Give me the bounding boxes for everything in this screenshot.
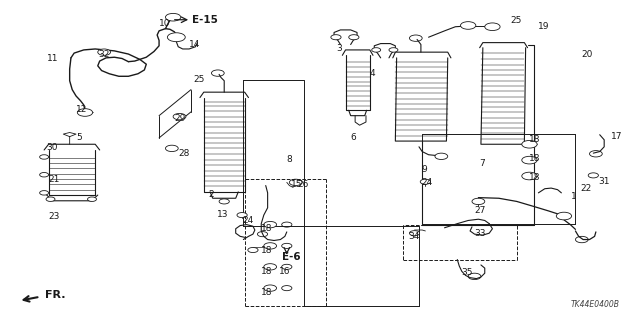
Text: 18: 18 — [529, 174, 540, 182]
Circle shape — [588, 173, 598, 178]
Text: 9: 9 — [421, 165, 427, 174]
Text: 20: 20 — [582, 50, 593, 59]
Circle shape — [349, 35, 359, 40]
Circle shape — [248, 248, 258, 253]
Circle shape — [484, 23, 500, 31]
Text: 21: 21 — [49, 175, 60, 184]
Text: 22: 22 — [580, 184, 591, 193]
Text: 7: 7 — [479, 159, 485, 168]
Circle shape — [88, 197, 97, 201]
Circle shape — [46, 197, 55, 201]
Text: 23: 23 — [49, 211, 60, 220]
Text: 18: 18 — [261, 224, 273, 233]
Text: 8: 8 — [287, 155, 292, 164]
Circle shape — [461, 22, 476, 29]
Text: 1: 1 — [571, 191, 577, 201]
Circle shape — [40, 191, 49, 195]
Circle shape — [264, 221, 276, 228]
Circle shape — [264, 243, 276, 249]
Text: 17: 17 — [611, 132, 622, 141]
Text: 25: 25 — [510, 16, 522, 25]
Circle shape — [472, 198, 484, 204]
Circle shape — [98, 49, 111, 55]
Text: 26: 26 — [298, 180, 309, 189]
Text: 2: 2 — [208, 190, 214, 199]
Circle shape — [264, 264, 276, 270]
Circle shape — [331, 35, 341, 40]
Text: TK44E0400B: TK44E0400B — [571, 300, 620, 309]
Text: 19: 19 — [538, 22, 550, 31]
Circle shape — [77, 109, 93, 116]
Text: 5: 5 — [76, 133, 82, 142]
Text: 25: 25 — [193, 75, 205, 84]
Circle shape — [389, 48, 398, 52]
Circle shape — [556, 212, 572, 220]
Circle shape — [173, 114, 186, 120]
Text: 18: 18 — [261, 247, 273, 256]
Text: E-6: E-6 — [282, 252, 300, 262]
Circle shape — [410, 231, 420, 236]
Text: 32: 32 — [99, 49, 110, 59]
Text: 18: 18 — [529, 154, 540, 163]
Text: 31: 31 — [598, 177, 609, 186]
Text: 30: 30 — [47, 143, 58, 152]
Text: 13: 13 — [216, 210, 228, 219]
Text: 27: 27 — [474, 206, 486, 215]
Circle shape — [522, 172, 537, 180]
Circle shape — [420, 179, 431, 184]
Text: 35: 35 — [462, 268, 473, 277]
Circle shape — [219, 199, 229, 204]
Text: 14: 14 — [189, 40, 200, 49]
Text: 10: 10 — [159, 19, 171, 28]
Circle shape — [372, 48, 381, 52]
Text: E-15: E-15 — [192, 15, 218, 25]
Text: 11: 11 — [47, 54, 58, 63]
Text: 29: 29 — [174, 114, 186, 123]
Circle shape — [168, 33, 185, 42]
Circle shape — [237, 212, 247, 218]
Text: 3: 3 — [336, 44, 342, 54]
Circle shape — [40, 155, 49, 159]
Text: 18: 18 — [261, 288, 273, 297]
Circle shape — [522, 140, 537, 148]
Text: 28: 28 — [178, 149, 189, 158]
Text: 15: 15 — [291, 180, 303, 189]
Text: 18: 18 — [261, 267, 273, 276]
Text: 16: 16 — [278, 267, 290, 276]
Circle shape — [40, 173, 49, 177]
Circle shape — [166, 13, 180, 21]
Text: 34: 34 — [408, 232, 419, 241]
Text: 12: 12 — [76, 105, 88, 114]
Circle shape — [435, 153, 448, 160]
Circle shape — [522, 156, 537, 164]
Text: 6: 6 — [351, 133, 356, 142]
Circle shape — [166, 145, 178, 152]
Text: 24: 24 — [421, 178, 432, 187]
Text: 33: 33 — [474, 229, 486, 238]
Circle shape — [264, 285, 276, 291]
Text: FR.: FR. — [45, 290, 66, 300]
Text: 4: 4 — [370, 69, 376, 78]
Text: 24: 24 — [242, 216, 253, 225]
Text: 18: 18 — [529, 135, 540, 144]
